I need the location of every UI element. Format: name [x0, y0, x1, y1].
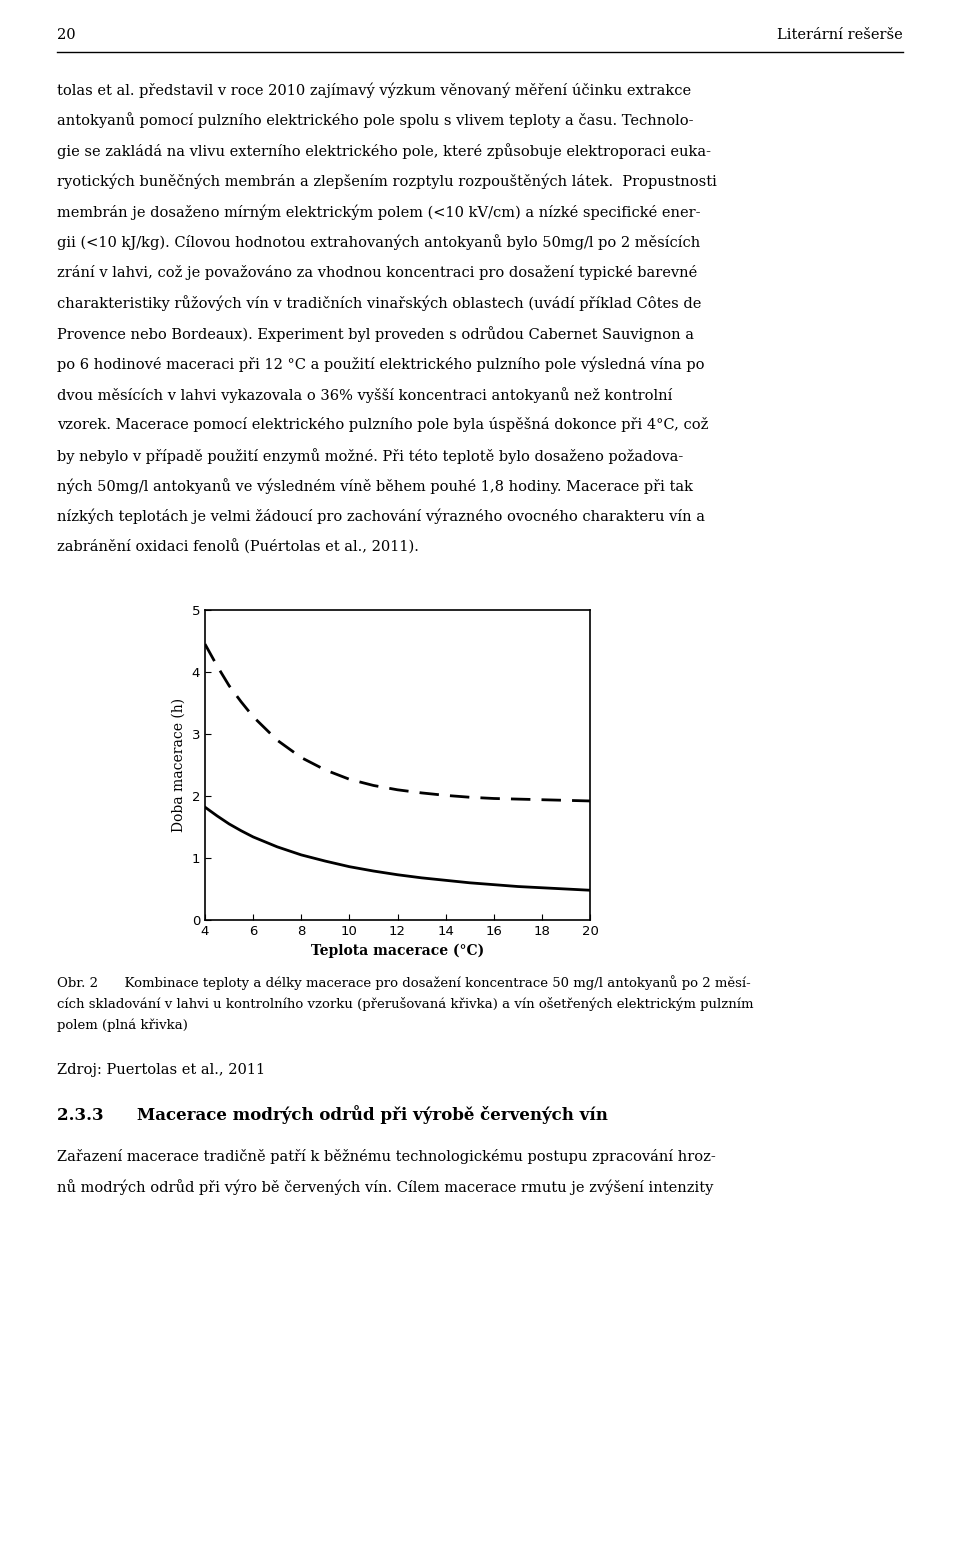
Text: 2.3.3  Macerace modrých odrůd při výrobě červených vín: 2.3.3 Macerace modrých odrůd při výrobě …	[57, 1104, 608, 1123]
Text: dvou měsících v lahvi vykazovala o 36% vyšší koncentraci antokyanů než kontrolní: dvou měsících v lahvi vykazovala o 36% v…	[57, 387, 672, 402]
Text: nízkých teplotách je velmi žádoucí pro zachování výrazného ovocného charakteru v: nízkých teplotách je velmi žádoucí pro z…	[57, 509, 705, 524]
Text: ných 50mg/l antokyanů ve výsledném víně během pouhé 1,8 hodiny. Macerace při tak: ných 50mg/l antokyanů ve výsledném víně …	[57, 479, 693, 495]
Text: Obr. 2  Kombinace teploty a délky macerace pro dosažení koncentrace 50 mg/l anto: Obr. 2 Kombinace teploty a délky macerac…	[57, 975, 751, 991]
Text: ryotických buněčných membrán a zlepšením rozptylu rozpouštěných látek.  Propustn: ryotických buněčných membrán a zlepšením…	[57, 173, 717, 189]
Text: gie se zakládá na vlivu externího elektrického pole, které způsobuje elektropora: gie se zakládá na vlivu externího elektr…	[57, 144, 711, 159]
Text: tolas et al. představil v roce 2010 zajímavý výzkum věnovaný měření účinku extra: tolas et al. představil v roce 2010 zají…	[57, 83, 691, 97]
Text: zrání v lahvi, což je považováno za vhodnou koncentraci pro dosažení typické bar: zrání v lahvi, což je považováno za vhod…	[57, 265, 697, 279]
Text: antokyanů pomocí pulzního elektrického pole spolu s vlivem teploty a času. Techn: antokyanů pomocí pulzního elektrického p…	[57, 112, 693, 128]
Text: zabránění oxidaci fenolů (Puértolas et al., 2011).: zabránění oxidaci fenolů (Puértolas et a…	[57, 540, 419, 555]
Text: Zdroj: Puertolas et al., 2011: Zdroj: Puertolas et al., 2011	[57, 1062, 265, 1076]
Text: polem (plná křivka): polem (plná křivka)	[57, 1019, 188, 1033]
Text: membrán je dosaženo mírným elektrickým polem (<10 kV/cm) a nízké specifické ener: membrán je dosaženo mírným elektrickým p…	[57, 204, 701, 220]
Text: charakteristiky růžových vín v tradičních vinařských oblastech (uvádí příklad Cô: charakteristiky růžových vín v tradičníc…	[57, 295, 702, 312]
Text: po 6 hodinové maceraci při 12 °C a použití elektrického pulzního pole výsledná v: po 6 hodinové maceraci při 12 °C a použi…	[57, 357, 705, 371]
X-axis label: Teplota macerace (°C): Teplota macerace (°C)	[311, 944, 484, 958]
Text: nů modrých odrůd při výro bě červených vín. Cílem macerace rmutu je zvýšení inte: nů modrých odrůd při výro bě červených v…	[57, 1179, 713, 1195]
Text: Literární rešerše: Literární rešerše	[778, 28, 903, 42]
Text: 20: 20	[57, 28, 76, 42]
Text: by nebylo v případě použití enzymů možné. Při této teplotě bylo dosaženo požadov: by nebylo v případě použití enzymů možné…	[57, 448, 684, 463]
Text: Zařazení macerace tradičně patří k běžnému technologickému postupu zpracování hr: Zařazení macerace tradičně patří k běžné…	[57, 1150, 716, 1164]
Text: vzorek. Macerace pomocí elektrického pulzního pole byla úspěšná dokonce při 4°C,: vzorek. Macerace pomocí elektrického pul…	[57, 418, 708, 432]
Text: cích skladování v lahvi u kontrolního vzorku (přerušovaná křivka) a vín ošetřený: cích skladování v lahvi u kontrolního vz…	[57, 997, 754, 1011]
Y-axis label: Doba macerace (h): Doba macerace (h)	[172, 697, 186, 831]
Text: gii (<10 kJ/kg). Cílovou hodnotou extrahovaných antokyanů bylo 50mg/l po 2 měsíc: gii (<10 kJ/kg). Cílovou hodnotou extrah…	[57, 234, 700, 250]
Text: Provence nebo Bordeaux). Experiment byl proveden s odrůdou Cabernet Sauvignon a: Provence nebo Bordeaux). Experiment byl …	[57, 326, 694, 342]
